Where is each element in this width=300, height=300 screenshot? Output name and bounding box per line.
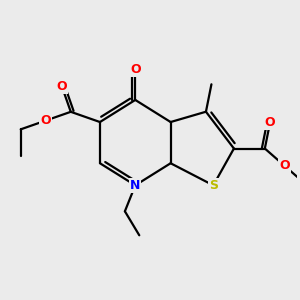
Text: O: O (130, 62, 141, 76)
Text: S: S (209, 179, 218, 192)
Text: N: N (130, 179, 140, 192)
Text: O: O (40, 114, 51, 127)
Text: O: O (280, 160, 290, 172)
Text: O: O (57, 80, 67, 93)
Text: O: O (265, 116, 275, 129)
